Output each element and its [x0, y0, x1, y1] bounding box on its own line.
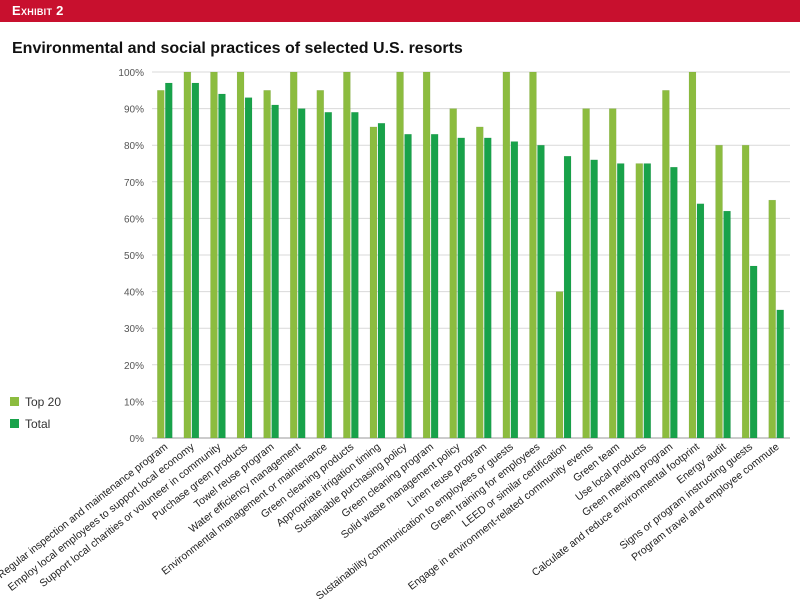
bar-top20 — [263, 90, 271, 439]
bar-total — [749, 265, 758, 439]
bar-total — [271, 104, 279, 439]
y-tick-label: 90% — [124, 105, 144, 116]
bar-top20 — [608, 108, 617, 439]
bar-top20 — [768, 199, 776, 439]
exhibit-banner: Exhibit 2 — [0, 0, 800, 22]
bar-total — [457, 137, 465, 439]
bar-total — [776, 309, 784, 439]
bar-total — [165, 82, 173, 439]
bar-top20 — [157, 90, 165, 439]
bar-top20 — [422, 71, 431, 439]
bar-top20 — [449, 108, 457, 439]
x-tick-label: Support local charities or volunteer in … — [37, 440, 223, 589]
y-tick-label: 60% — [124, 214, 144, 225]
bar-total — [404, 133, 412, 439]
bar-top20 — [396, 71, 404, 439]
bar-total — [616, 163, 625, 439]
bar-total — [670, 166, 678, 439]
bar-top20 — [715, 144, 723, 439]
y-tick-label: 30% — [124, 324, 144, 335]
bar-top20 — [741, 144, 750, 439]
bar-total — [297, 108, 306, 439]
y-tick-label: 10% — [124, 397, 144, 408]
bar-total — [191, 82, 200, 439]
bar-top20 — [343, 71, 351, 439]
bar-top20 — [369, 126, 378, 439]
bar-top20 — [662, 90, 670, 439]
y-tick-label: 0% — [130, 434, 145, 445]
bar-top20 — [210, 71, 218, 439]
bar-total — [563, 155, 572, 439]
bar-top20 — [183, 71, 192, 439]
bar-top20 — [236, 71, 245, 439]
bar-total — [218, 93, 226, 439]
legend-label-top20: Top 20 — [25, 395, 61, 409]
bar-top20 — [289, 71, 298, 439]
y-tick-label: 20% — [124, 361, 144, 372]
y-tick-label: 40% — [124, 288, 144, 299]
bar-top20 — [476, 126, 484, 439]
bar-total — [484, 137, 492, 439]
bar-total — [324, 112, 333, 439]
bar-total — [430, 133, 439, 439]
chart-title: Environmental and social practices of se… — [12, 40, 463, 57]
legend-label-total: Total — [25, 417, 50, 431]
bar-total — [510, 141, 519, 439]
bar-top20 — [529, 71, 537, 439]
y-tick-label: 100% — [118, 68, 144, 79]
bar-total — [377, 122, 386, 439]
y-tick-label: 70% — [124, 178, 144, 189]
y-tick-label: 50% — [124, 251, 144, 262]
bar-top20 — [582, 108, 590, 439]
bar-total — [696, 203, 705, 439]
legend-swatch-top20 — [10, 397, 19, 406]
bar-total — [537, 144, 545, 439]
y-tick-label: 80% — [124, 141, 144, 152]
bar-top20 — [502, 71, 511, 439]
legend-swatch-total — [10, 419, 19, 428]
bar-top20 — [555, 291, 564, 439]
bar-total — [244, 97, 253, 439]
bar-total — [351, 112, 359, 439]
bar-total — [590, 159, 598, 439]
bar-top20 — [316, 90, 325, 439]
bar-total — [643, 163, 652, 439]
exhibit-label: Exhibit 2 — [12, 3, 64, 18]
bar-top20 — [635, 163, 644, 439]
bar-total — [723, 210, 731, 439]
bar-top20 — [688, 71, 697, 439]
